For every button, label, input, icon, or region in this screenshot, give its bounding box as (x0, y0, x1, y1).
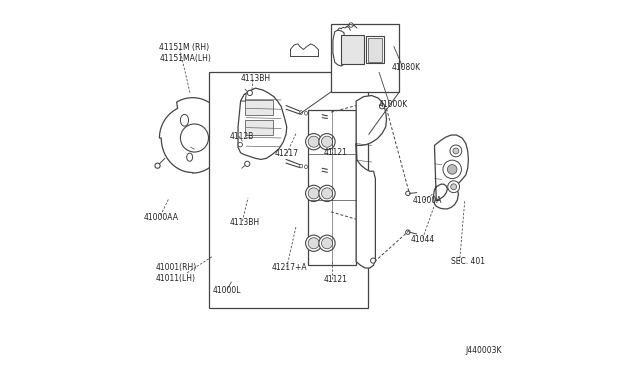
Circle shape (319, 235, 335, 251)
Circle shape (247, 90, 252, 96)
Circle shape (308, 136, 319, 147)
Polygon shape (356, 96, 387, 268)
Circle shape (212, 133, 218, 139)
Circle shape (451, 184, 456, 190)
Circle shape (321, 136, 333, 147)
Circle shape (406, 191, 410, 196)
Text: 41080K: 41080K (392, 63, 421, 72)
Circle shape (327, 169, 330, 172)
Circle shape (238, 142, 243, 147)
Circle shape (321, 188, 333, 199)
Text: 41217+A: 41217+A (271, 263, 307, 272)
Polygon shape (241, 94, 246, 101)
Bar (245, 119, 273, 135)
Circle shape (319, 134, 335, 150)
Text: SEC. 401: SEC. 401 (451, 257, 485, 266)
Circle shape (244, 161, 250, 166)
Text: 41000K: 41000K (379, 100, 408, 109)
Polygon shape (434, 135, 468, 209)
Circle shape (321, 238, 333, 249)
Circle shape (155, 163, 160, 168)
Ellipse shape (180, 114, 189, 126)
Text: 4112B: 4112B (230, 132, 254, 141)
Text: 41000AA: 41000AA (143, 213, 179, 222)
Text: 41044: 41044 (410, 235, 435, 244)
Circle shape (450, 145, 462, 157)
Polygon shape (333, 30, 345, 66)
Circle shape (380, 104, 385, 109)
Text: 4113BH: 4113BH (241, 74, 271, 83)
Bar (368, 38, 382, 62)
Text: 4113BH: 4113BH (230, 218, 260, 227)
Bar (331, 23, 399, 92)
Bar (366, 36, 384, 63)
Circle shape (406, 230, 410, 234)
Text: 41217: 41217 (275, 149, 299, 158)
Circle shape (327, 115, 330, 118)
Circle shape (453, 148, 459, 154)
Text: 41000L: 41000L (213, 286, 241, 295)
Text: 41121: 41121 (324, 275, 348, 283)
Ellipse shape (187, 153, 193, 161)
Circle shape (448, 181, 460, 193)
Bar (209, 71, 368, 308)
Circle shape (306, 235, 322, 251)
Text: 41121: 41121 (324, 148, 348, 157)
Bar (245, 100, 273, 115)
Polygon shape (238, 88, 287, 160)
Circle shape (371, 258, 376, 263)
Circle shape (180, 124, 209, 152)
Circle shape (308, 188, 319, 199)
Text: 41151MA(LH): 41151MA(LH) (159, 54, 211, 63)
Text: 41000A: 41000A (412, 196, 442, 205)
Circle shape (306, 134, 322, 150)
Polygon shape (159, 98, 228, 173)
Circle shape (443, 160, 461, 179)
Text: 41001(RH): 41001(RH) (156, 263, 197, 272)
Bar (308, 110, 356, 265)
Circle shape (319, 185, 335, 202)
Circle shape (306, 185, 322, 202)
Bar (341, 35, 364, 64)
Circle shape (349, 23, 353, 27)
Text: 41011(LH): 41011(LH) (156, 274, 196, 283)
Text: 41151M (RH): 41151M (RH) (159, 43, 209, 52)
Text: J440003K: J440003K (466, 346, 502, 355)
Circle shape (308, 238, 319, 249)
Circle shape (447, 164, 457, 174)
